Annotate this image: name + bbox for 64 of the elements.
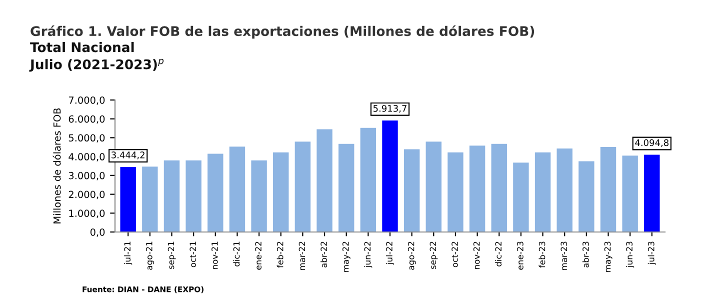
- x-tick-label: mar-23: [560, 242, 568, 270]
- y-tick-label: 1.000,0: [69, 210, 105, 218]
- bar: [469, 146, 486, 232]
- x-tick-label: jun-22: [364, 242, 372, 268]
- bar: [273, 152, 289, 232]
- x-tick-label: ene-23: [517, 242, 524, 270]
- y-tick-label: 4.000,0: [68, 153, 105, 162]
- bar: [186, 160, 202, 232]
- bar: [600, 146, 616, 232]
- bar: [229, 146, 246, 232]
- x-tick-label: sep-21: [168, 242, 176, 269]
- bar: [251, 160, 267, 232]
- bar: [208, 154, 224, 232]
- bar: [534, 152, 551, 232]
- bar: [404, 149, 420, 232]
- y-tick-label: 2.000,0: [68, 190, 105, 200]
- bar: [448, 152, 464, 232]
- chart-title: Gráfico 1. Valor FOB de las exportaciones (Millones de dólares FOB): [30, 25, 534, 39]
- y-axis-title: Millones de dólares FOB: [52, 108, 61, 224]
- x-tick-label: abr-23: [582, 242, 589, 268]
- bar: [556, 148, 572, 232]
- bar: [491, 144, 507, 232]
- bar: [294, 142, 311, 232]
- bar: [578, 161, 594, 232]
- bar: [360, 128, 376, 232]
- y-tick-label: 6.000,0: [68, 115, 105, 124]
- bar: [382, 120, 398, 232]
- x-tick-label: feb-23: [538, 242, 546, 268]
- bar: [622, 156, 638, 232]
- x-tick-label: dic-21: [233, 242, 240, 266]
- x-tick-label: may-22: [342, 242, 350, 272]
- y-tick-label: 7.000,0: [68, 96, 105, 105]
- data-label: 5.913,7: [373, 104, 406, 113]
- x-tick-label: nov-21: [212, 242, 218, 269]
- bar: [316, 129, 332, 232]
- bar: [513, 162, 529, 232]
- x-tick-label: ago-21: [146, 242, 154, 270]
- x-tick-label: mar-22: [298, 242, 306, 270]
- bar: [142, 166, 158, 232]
- bar: [338, 144, 354, 232]
- bar: [426, 142, 442, 232]
- bar: [120, 167, 136, 232]
- data-label: 4.094,8: [635, 139, 669, 148]
- bar: [644, 154, 660, 232]
- x-tick-label: oct-21: [190, 242, 196, 268]
- x-tick-label: jul-21: [124, 242, 132, 265]
- x-tick-label: ene-22: [255, 242, 262, 270]
- x-tick-label: jul-22: [386, 242, 394, 265]
- chart-subtitle: Total Nacional Julio (2021-2023)$^{p}$: [29, 42, 164, 72]
- x-tick-label: ago-22: [408, 242, 416, 270]
- y-tick-label: 0,0: [90, 228, 105, 237]
- x-tick-label: jul-23: [648, 242, 656, 265]
- y-tick-label: 3.000,0: [68, 172, 105, 180]
- x-tick-label: jun-23: [626, 242, 634, 268]
- x-tick-label: sep-22: [430, 242, 438, 269]
- x-tick-label: feb-22: [276, 242, 284, 268]
- x-tick-label: abr-22: [320, 242, 327, 268]
- x-tick-label: may-23: [604, 242, 612, 272]
- y-tick-label: 5.000,0: [68, 134, 105, 143]
- x-tick-label: dic-22: [495, 242, 502, 266]
- x-tick-label: nov-22: [473, 242, 480, 269]
- data-label: 3.444,2: [112, 152, 144, 160]
- x-tick-label: oct-22: [452, 242, 458, 268]
- bar: [164, 160, 180, 232]
